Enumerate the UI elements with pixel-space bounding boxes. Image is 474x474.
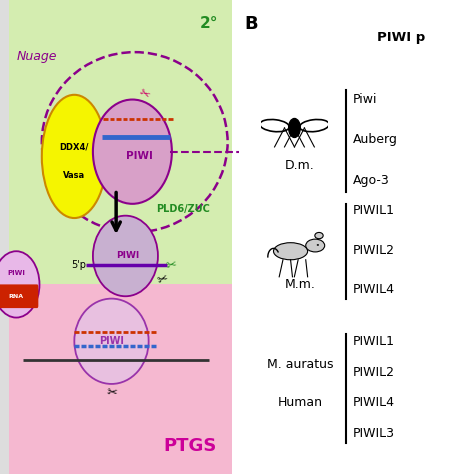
Ellipse shape (273, 243, 308, 260)
Text: Human: Human (277, 396, 322, 410)
Ellipse shape (93, 100, 172, 204)
Text: RNA: RNA (9, 294, 24, 299)
Text: ✂: ✂ (106, 386, 117, 401)
Ellipse shape (317, 244, 319, 246)
Text: PIWIL4: PIWIL4 (353, 283, 395, 296)
Text: B: B (245, 15, 258, 33)
Text: PIWI p: PIWI p (377, 31, 426, 45)
Ellipse shape (315, 232, 323, 239)
Text: Ago-3: Ago-3 (353, 173, 390, 187)
Text: ✂: ✂ (136, 87, 152, 103)
Text: Vasa: Vasa (63, 171, 85, 180)
Text: PIWIL1: PIWIL1 (353, 204, 395, 218)
Text: ✈: ✈ (288, 97, 311, 121)
Text: PIWIL4: PIWIL4 (353, 396, 395, 410)
Text: D.m.: D.m. (285, 159, 315, 173)
Text: DDX4/: DDX4/ (60, 143, 89, 151)
Text: PIWIL1: PIWIL1 (353, 335, 395, 348)
Ellipse shape (306, 239, 325, 252)
Text: ✂: ✂ (155, 272, 170, 288)
Ellipse shape (0, 251, 39, 318)
Text: PTGS: PTGS (164, 437, 217, 455)
FancyBboxPatch shape (0, 284, 38, 308)
Text: ✂: ✂ (165, 258, 178, 273)
Text: PIWIL2: PIWIL2 (353, 244, 395, 257)
Text: 5'p: 5'p (72, 260, 86, 271)
Ellipse shape (42, 95, 107, 218)
Text: Piwi: Piwi (353, 93, 378, 106)
Text: PIWI: PIWI (99, 336, 124, 346)
FancyBboxPatch shape (0, 0, 9, 474)
Text: Auberg: Auberg (353, 133, 398, 146)
Text: 𝗫: 𝗫 (295, 100, 305, 118)
Ellipse shape (289, 118, 300, 137)
Text: 2°: 2° (200, 16, 219, 31)
FancyBboxPatch shape (7, 284, 232, 474)
Text: M.m.: M.m. (284, 278, 315, 291)
Text: Nuage: Nuage (17, 50, 57, 64)
FancyBboxPatch shape (7, 0, 232, 284)
Text: PIWI: PIWI (116, 252, 139, 260)
Text: PIWIL2: PIWIL2 (353, 365, 395, 379)
Text: PLD6/ZUC: PLD6/ZUC (156, 203, 210, 214)
Text: M. auratus: M. auratus (267, 358, 333, 372)
Text: PIWI: PIWI (126, 151, 153, 162)
Ellipse shape (74, 299, 149, 384)
Text: PIWIL3: PIWIL3 (353, 427, 395, 440)
Ellipse shape (93, 216, 158, 296)
Text: PIWI: PIWI (7, 270, 25, 275)
